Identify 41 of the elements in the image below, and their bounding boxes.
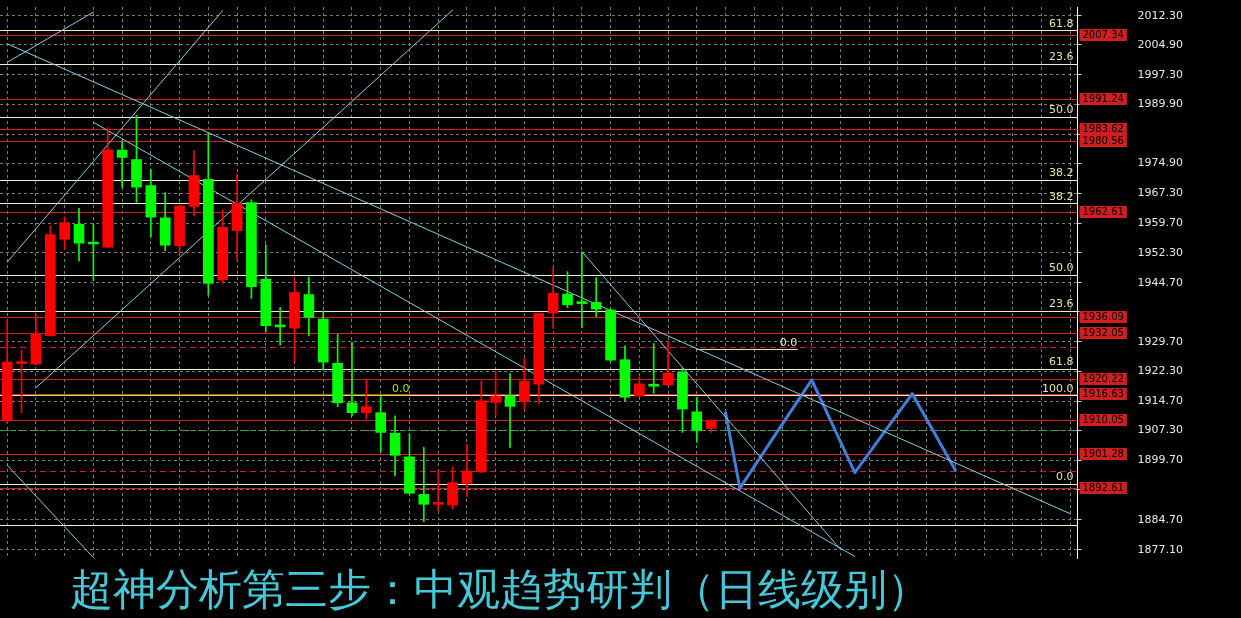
y-tick-label: 2012.30 [1137,8,1184,22]
ref-line-label: 1910.05 [1082,414,1124,426]
series-label: 0.0 [779,335,798,349]
y-tick-label: 1914.70 [1137,394,1184,408]
y-tick-label: 1922.30 [1137,364,1184,378]
y-tick-label: 1974.90 [1137,156,1184,170]
ref-line-label: 2007.34 [1082,29,1124,41]
annotation: 61.8 [1049,355,1074,369]
y-tick-label: 1877.10 [1137,542,1184,556]
annotation: 50.0 [1049,103,1074,117]
annotation: 38.2 [1049,189,1074,203]
y-tick-label: 1944.70 [1137,275,1184,289]
ref-line-label: 1932.05 [1082,327,1124,339]
annotation: 23.6 [1049,297,1074,311]
y-tick-label: 1997.30 [1137,67,1184,81]
y-tick-label: 2004.90 [1137,37,1184,51]
series-label: 0.0 [391,381,410,395]
ref-line-label: 1983.62 [1082,123,1124,135]
ref-line-label: 1980.56 [1082,135,1124,147]
ref-line-label: 1962.61 [1082,206,1124,218]
ref-line-label: 1920.22 [1082,373,1124,385]
annotation: 0.0 [1056,470,1074,484]
y-tick-label: 1952.30 [1137,245,1184,259]
annotation: 61.8 [1049,16,1074,30]
y-tick-label: 1989.90 [1137,97,1184,111]
ref-line-label: 1916.63 [1082,388,1124,400]
annotation: 23.6 [1049,50,1074,64]
text: 超神分析第三步：中观趋势研判（日线级别） [70,564,930,614]
y-tick-label: 1907.30 [1137,423,1184,437]
annotation: 38.2 [1049,166,1074,180]
y-tick-label: 1884.70 [1137,512,1184,526]
y-tick-label: 1959.70 [1137,216,1184,230]
ref-line-label: 1901.28 [1082,448,1124,460]
annotation: 50.0 [1049,261,1074,275]
ref-line-label: 1892.61 [1082,482,1124,494]
ref-line-label: 1991.24 [1082,93,1124,105]
annotation: 100.0 [1042,381,1074,395]
y-tick-label: 1899.70 [1137,453,1184,467]
y-tick-label: 1929.70 [1137,334,1184,348]
y-tick-label: 1967.30 [1137,186,1184,200]
ref-line-label: 1936.09 [1082,311,1124,323]
